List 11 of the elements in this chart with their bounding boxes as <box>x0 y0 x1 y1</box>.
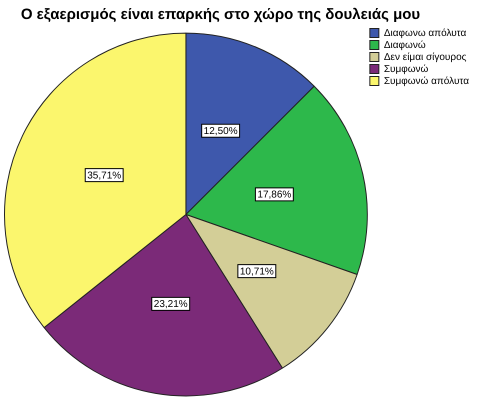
legend-label: Διαφωνω απόλυτα <box>384 28 466 39</box>
data-label: 10,71% <box>240 266 274 278</box>
legend-label: Συμφωνώ απόλυτα <box>384 76 470 87</box>
data-label: 35,71% <box>87 170 122 182</box>
data-label: 23,21% <box>154 299 188 310</box>
legend-label: Διαφωνώ <box>384 40 426 51</box>
legend-label: Συμφωνώ <box>384 64 429 75</box>
legend-label: Δεν είμαι σίγουρος <box>384 52 467 63</box>
data-label: 17,86% <box>257 190 292 201</box>
data-label: 12,50% <box>204 126 238 137</box>
chart-title: Ο εξαερισμός είναι επαρκής στο χώρο της δουλειάς μου <box>20 5 422 25</box>
